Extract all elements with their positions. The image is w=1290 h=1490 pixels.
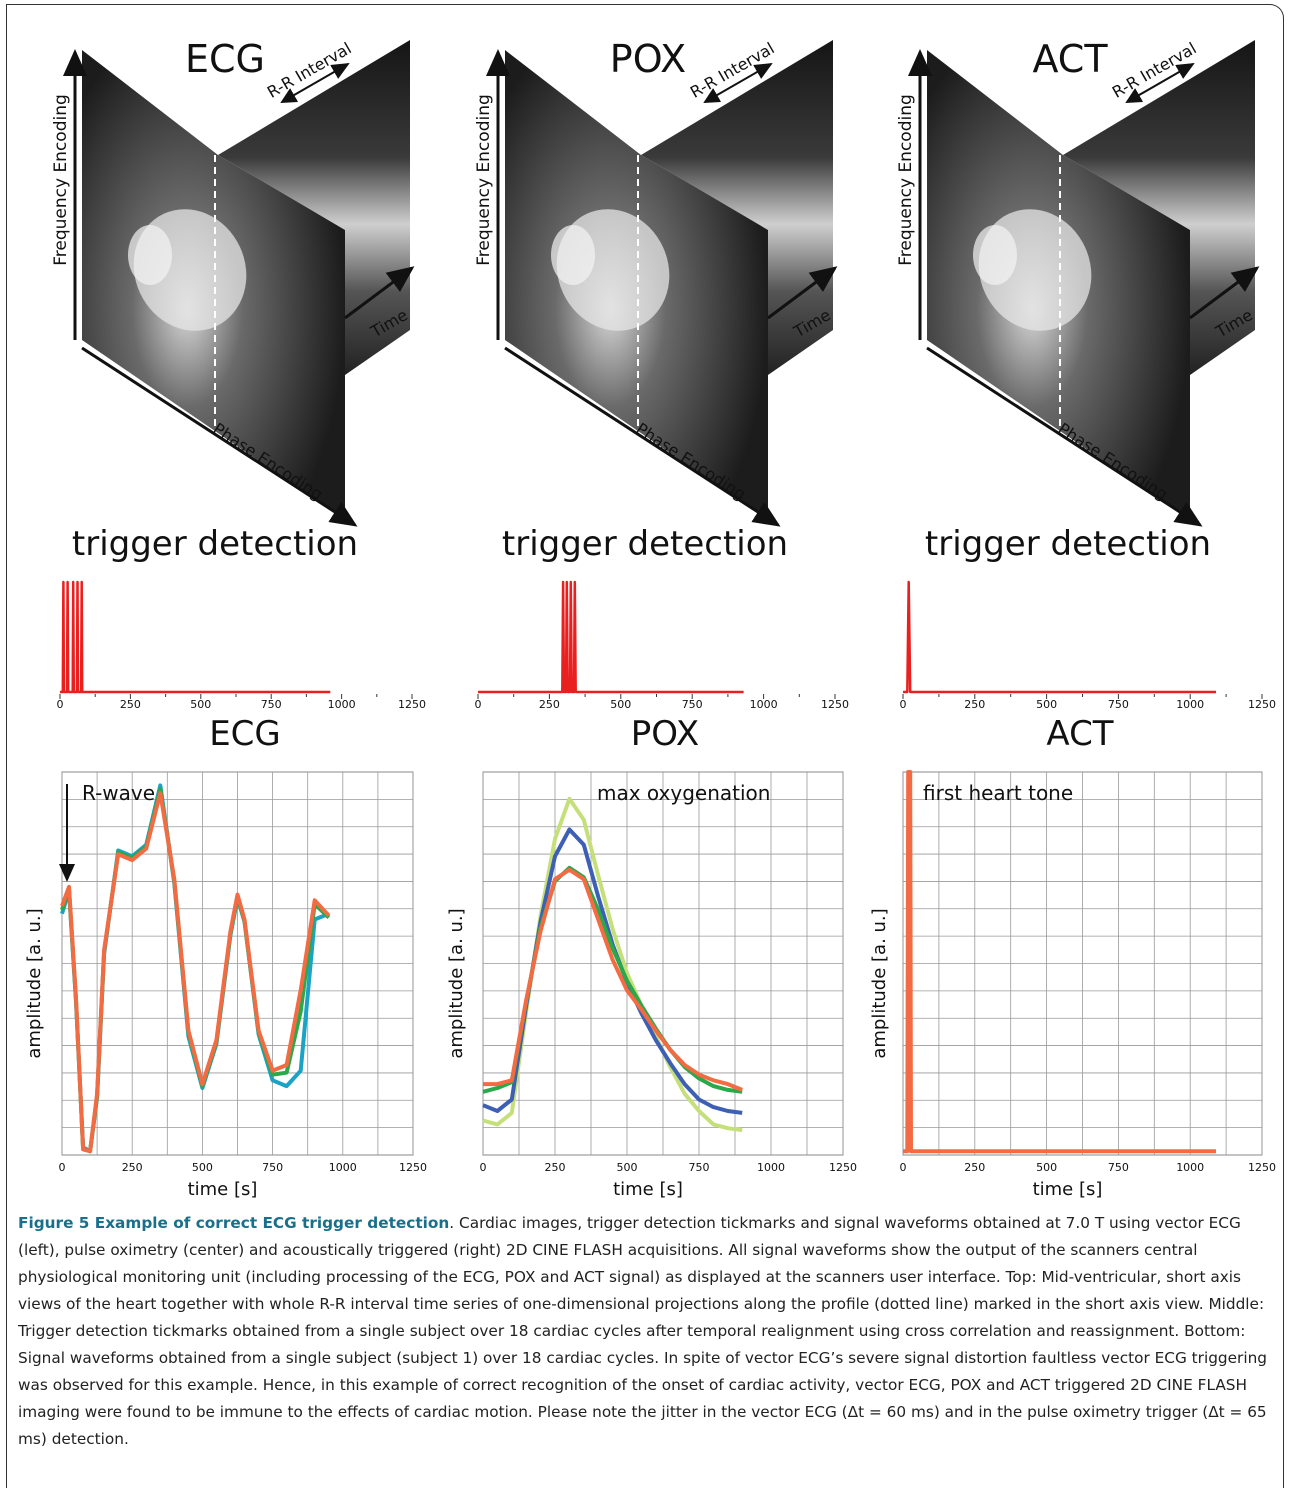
x-tick-label: 1250 — [829, 1161, 857, 1174]
series-line — [483, 830, 742, 1113]
series-line — [478, 582, 744, 692]
x-tick-label: 250 — [545, 1161, 566, 1174]
axis-label: Frequency Encoding — [51, 94, 71, 266]
x-tick-label: 750 — [261, 698, 282, 711]
y-axis-label: amplitude [a. u.] — [24, 908, 45, 1058]
x-tick-label: 1250 — [1248, 698, 1276, 711]
x-tick-label: 0 — [475, 698, 482, 711]
ventricle — [551, 225, 595, 285]
x-tick-label: 500 — [610, 698, 631, 711]
panel-title: POX — [610, 37, 686, 81]
x-tick-label: 0 — [900, 1161, 907, 1174]
x-axis-label: time [s] — [188, 1179, 258, 1200]
x-tick-label: 1000 — [1176, 1161, 1204, 1174]
panel-title: ECG — [185, 37, 265, 81]
x-tick-label: 250 — [539, 698, 560, 711]
series-line — [62, 793, 329, 1151]
series-line — [903, 582, 1216, 692]
x-tick-label: 250 — [122, 1161, 143, 1174]
annotation: R-wave — [82, 781, 155, 805]
ventricle — [973, 225, 1017, 285]
series-line — [483, 868, 742, 1092]
x-tick-label: 0 — [480, 1161, 487, 1174]
caption-label: Figure 5 Example of correct ECG trigger … — [18, 1214, 449, 1232]
caption: Figure 5 Example of correct ECG trigger … — [18, 1210, 1268, 1453]
x-tick-label: 500 — [1036, 1161, 1057, 1174]
x-tick-label: 1250 — [399, 1161, 427, 1174]
chart-title: POX — [631, 714, 699, 754]
x-tick-label: 0 — [900, 698, 907, 711]
x-axis-label: time [s] — [1033, 1179, 1103, 1200]
x-tick-label: 750 — [682, 698, 703, 711]
chart-title: ACT — [1046, 714, 1113, 754]
chart-title: trigger detection — [502, 524, 788, 564]
y-axis-label: amplitude [a. u.] — [869, 908, 890, 1058]
x-tick-label: 1000 — [328, 698, 356, 711]
chart-title: trigger detection — [925, 524, 1211, 564]
x-tick-label: 0 — [59, 1161, 66, 1174]
x-tick-label: 1000 — [1176, 698, 1204, 711]
axis-label: Frequency Encoding — [474, 94, 494, 266]
x-tick-label: 500 — [190, 698, 211, 711]
x-tick-label: 250 — [964, 698, 985, 711]
chart-title: trigger detection — [72, 524, 358, 564]
axis-label: Frequency Encoding — [896, 94, 916, 266]
x-tick-label: 500 — [1036, 698, 1057, 711]
x-tick-label: 500 — [192, 1161, 213, 1174]
x-tick-label: 1000 — [757, 1161, 785, 1174]
series-line — [60, 582, 330, 692]
annotation: first heart tone — [923, 781, 1073, 805]
x-tick-label: 250 — [120, 698, 141, 711]
x-tick-label: 750 — [689, 1161, 710, 1174]
x-axis-label: time [s] — [613, 1179, 683, 1200]
x-tick-label: 1250 — [1248, 1161, 1276, 1174]
x-tick-label: 750 — [1108, 698, 1129, 711]
x-tick-label: 1250 — [821, 698, 849, 711]
x-tick-label: 1250 — [398, 698, 426, 711]
panel-title: ACT — [1032, 37, 1108, 81]
y-axis-label: amplitude [a. u.] — [446, 908, 467, 1058]
ventricle — [128, 225, 172, 285]
x-tick-label: 0 — [57, 698, 64, 711]
series-line — [483, 870, 742, 1090]
x-tick-label: 1000 — [750, 698, 778, 711]
annotation: max oxygenation — [597, 781, 770, 805]
x-tick-label: 250 — [964, 1161, 985, 1174]
x-tick-label: 750 — [262, 1161, 283, 1174]
x-tick-label: 1000 — [329, 1161, 357, 1174]
x-tick-label: 750 — [1108, 1161, 1129, 1174]
x-tick-label: 500 — [617, 1161, 638, 1174]
caption-text: . Cardiac images, trigger detection tick… — [18, 1214, 1267, 1448]
chart-title: ECG — [209, 714, 281, 754]
series-line — [903, 772, 1216, 1151]
